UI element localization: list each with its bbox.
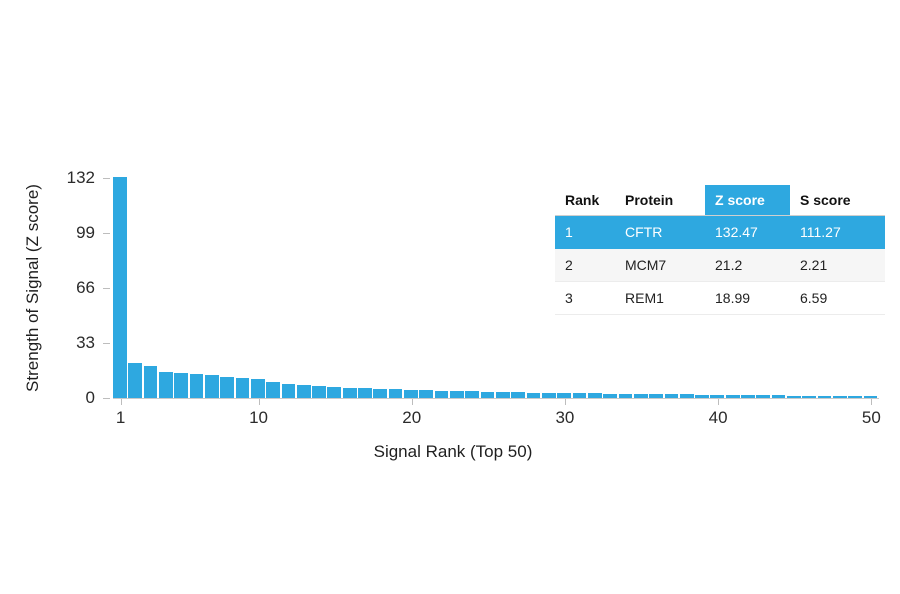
bar-rank-15	[327, 386, 342, 398]
cell-rank: 2	[555, 248, 615, 282]
cell-protein: REM1	[615, 281, 705, 315]
cell-zscore: 18.99	[705, 281, 790, 315]
y-tick-label-99: 99	[76, 223, 95, 242]
x-tick-label-30: 30	[555, 408, 575, 427]
bar-rank-10	[250, 379, 265, 398]
table-row: 3 REM1 18.99 6.59	[555, 281, 885, 315]
y-tick-mark-132	[103, 178, 110, 179]
bar-rank-22	[434, 390, 449, 398]
bar-rank-35	[633, 393, 648, 398]
bar-rank-47	[817, 395, 832, 398]
cell-rank: 3	[555, 281, 615, 315]
x-tick-label-40: 40	[708, 408, 728, 427]
x-tick-mark-10	[258, 399, 260, 405]
y-axis-ticks: 132 99 66 33 0	[0, 168, 113, 407]
y-tick-mark-0	[103, 398, 110, 399]
y-tick-label-132: 132	[66, 168, 95, 187]
top-signals-table: Rank Protein Z score S score 1 CFTR 132.…	[555, 185, 885, 315]
bar-rank-32	[587, 393, 602, 398]
bar-rank-25	[480, 391, 495, 398]
bar-rank-27	[511, 392, 526, 398]
plot-area	[113, 177, 879, 399]
bar-rank-19	[388, 389, 403, 398]
bar-rank-29	[541, 392, 556, 398]
x-tick-label-10: 10	[249, 408, 268, 427]
x-tick-label-20: 20	[402, 408, 422, 427]
cell-sscore: 6.59	[790, 281, 885, 315]
y-tick-mark-33	[103, 343, 110, 344]
x-tick-mark-30	[564, 399, 566, 405]
bar-rank-18	[373, 388, 388, 398]
x-tick-mark-20	[411, 399, 413, 405]
x-tick-label-50: 50	[861, 408, 881, 427]
bar-rank-41	[725, 394, 740, 398]
cell-rank: 1	[555, 215, 615, 249]
bar-rank-1	[113, 177, 127, 398]
bar-rank-3	[143, 366, 158, 398]
bar-rank-26	[496, 391, 510, 398]
bar-rank-49	[848, 395, 863, 398]
y-tick-mark-66	[103, 288, 110, 289]
x-tick-mark-40	[718, 399, 720, 405]
x-tick-mark-1	[120, 399, 122, 405]
bar-rank-46	[802, 395, 817, 398]
table-row: 2 MCM7 21.2 2.21	[555, 248, 885, 282]
bar-rank-23	[450, 390, 464, 398]
bar-rank-12	[281, 383, 296, 398]
y-tick-label-33: 33	[76, 333, 95, 352]
bar-rank-44	[771, 395, 786, 398]
bar-rank-40	[710, 394, 725, 398]
bar-rank-39	[695, 394, 709, 398]
bar-rank-14	[312, 385, 326, 398]
header-protein: Protein	[615, 185, 705, 216]
bar-rank-21	[419, 390, 434, 398]
x-tick-label-1: 1	[115, 408, 126, 427]
table-row: 1 CFTR 132.47 111.27	[555, 215, 885, 249]
bar-rank-38	[679, 394, 694, 398]
bar-rank-7	[204, 375, 219, 398]
bar-rank-5	[174, 373, 188, 398]
x-axis-ticks: 1 10 20 30 40 50	[113, 399, 881, 433]
bar-rank-48	[833, 395, 847, 398]
cell-sscore: 2.21	[790, 248, 885, 282]
bar-rank-11	[266, 382, 280, 398]
header-sscore: S score	[790, 185, 885, 216]
bar-rank-33	[603, 393, 617, 398]
y-tick-mark-99	[103, 233, 110, 234]
bar-rank-42	[741, 395, 755, 398]
cell-zscore: 21.2	[705, 248, 790, 282]
bar-rank-4	[158, 372, 173, 398]
y-tick-label-66: 66	[76, 278, 95, 297]
bar-rank-17	[358, 388, 372, 398]
cell-sscore: 111.27	[790, 215, 885, 249]
bar-rank-6	[189, 374, 204, 398]
cell-zscore: 132.47	[705, 215, 790, 249]
bar-rank-30	[557, 393, 571, 398]
bar-rank-28	[526, 392, 541, 398]
x-axis-title: Signal Rank (Top 50)	[373, 442, 533, 461]
cell-protein: CFTR	[615, 215, 705, 249]
bar-rank-34	[618, 393, 633, 398]
bar-rank-24	[465, 391, 480, 398]
bar-rank-43	[756, 395, 771, 398]
bar-rank-20	[404, 389, 418, 398]
bar-rank-36	[649, 394, 663, 398]
table-header-row: Rank Protein Z score S score	[555, 185, 885, 216]
bar-rank-31	[572, 393, 587, 398]
bar-rank-2	[128, 362, 143, 398]
bar-rank-16	[342, 387, 357, 398]
bar-rank-8	[220, 376, 234, 398]
bar-rank-37	[664, 394, 679, 398]
header-rank: Rank	[555, 185, 615, 216]
x-tick-mark-50	[871, 399, 873, 405]
bar-rank-9	[235, 377, 250, 398]
bar-rank-13	[296, 384, 311, 398]
bar-rank-50	[863, 396, 878, 398]
cell-protein: MCM7	[615, 248, 705, 282]
bar-rank-45	[787, 395, 801, 398]
y-tick-label-0: 0	[85, 388, 95, 407]
header-zscore: Z score	[705, 185, 790, 216]
